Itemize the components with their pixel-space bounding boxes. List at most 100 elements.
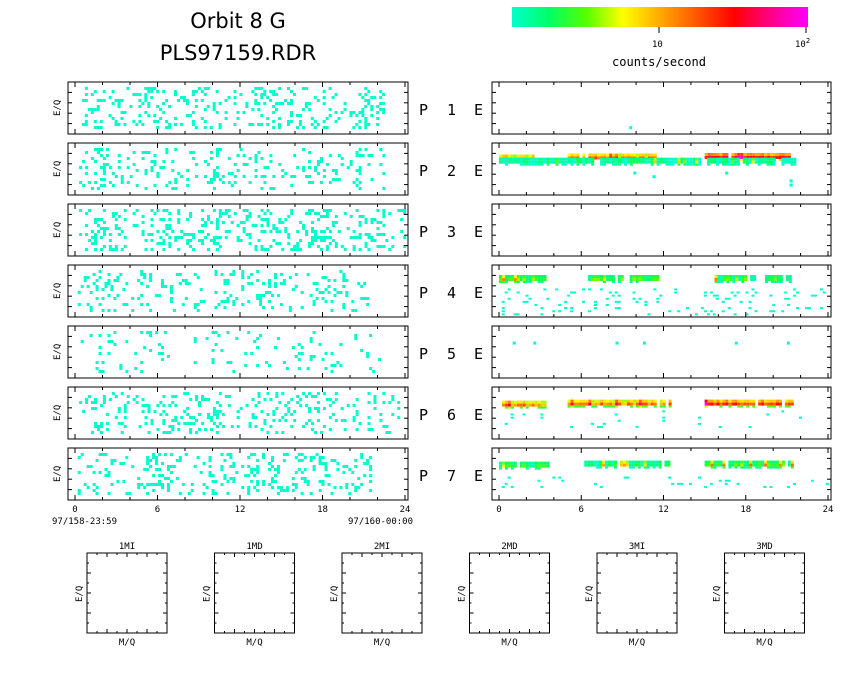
right-x-tick-label: 0 [496, 505, 501, 515]
data-cell [102, 157, 106, 160]
data-cell [270, 465, 274, 468]
data-cell [96, 428, 100, 431]
data-cell [156, 172, 160, 175]
data-cell [379, 163, 383, 166]
data-cell [582, 300, 586, 303]
data-cell [93, 108, 97, 111]
data-cell [132, 163, 136, 166]
panel-number: 5 [447, 345, 456, 363]
data-cell [767, 399, 771, 403]
data-cell [662, 160, 666, 164]
data-cell [758, 402, 762, 406]
data-cell [177, 221, 181, 224]
right-spectrogram-1 [629, 126, 633, 130]
data-cell [152, 474, 156, 477]
data-cell [165, 431, 169, 434]
data-cell [710, 466, 714, 469]
data-cell [744, 275, 748, 278]
data-cell [185, 114, 189, 117]
data-cell [355, 410, 359, 413]
data-cell [787, 297, 791, 300]
data-cell [178, 459, 182, 462]
data-cell [155, 456, 159, 459]
data-cell [156, 120, 160, 123]
data-cell [290, 175, 294, 178]
data-cell [300, 453, 304, 456]
data-cell [680, 157, 684, 161]
data-cell [275, 93, 279, 96]
data-cell [168, 212, 172, 215]
data-cell [582, 402, 586, 406]
data-cell [656, 163, 660, 166]
data-cell [355, 169, 359, 172]
data-cell [370, 236, 374, 239]
data-cell [501, 281, 505, 283]
mass-panel-ylabel: E/Q [458, 586, 468, 602]
data-cell [168, 404, 172, 407]
data-cell [733, 313, 737, 316]
data-cell [680, 160, 684, 164]
data-cell [303, 477, 307, 480]
data-cell [358, 154, 362, 157]
data-cell [250, 453, 254, 456]
data-cell [256, 465, 260, 468]
data-cell [96, 126, 100, 129]
data-cell [360, 483, 364, 486]
data-cell [105, 422, 109, 425]
data-cell [290, 248, 294, 251]
data-cell [126, 157, 130, 160]
data-cell [135, 93, 139, 96]
data-cell [293, 175, 297, 178]
data-cell [349, 114, 353, 117]
data-cell [724, 163, 728, 166]
colorbar-label: counts/second [612, 55, 706, 69]
data-cell [256, 279, 260, 282]
data-cell [704, 460, 708, 464]
data-cell [743, 156, 747, 159]
data-cell [766, 160, 770, 164]
data-cell [644, 405, 648, 408]
data-cell [761, 463, 765, 467]
data-cell [284, 172, 288, 175]
data-cell [334, 120, 338, 123]
data-cell [570, 402, 574, 406]
data-cell [312, 303, 316, 306]
data-cell [144, 422, 148, 425]
data-cell [579, 399, 583, 403]
data-cell [186, 218, 190, 221]
data-cell [537, 163, 541, 166]
data-cell [189, 239, 193, 242]
data-cell [525, 275, 529, 278]
data-cell [212, 407, 216, 410]
data-cell [153, 87, 157, 90]
data-cell [270, 486, 274, 489]
data-cell [180, 416, 184, 419]
data-cell [540, 461, 544, 465]
data-cell [727, 307, 731, 310]
data-cell [775, 402, 779, 406]
data-cell [519, 461, 523, 465]
data-cell [751, 157, 755, 161]
data-cell [126, 395, 130, 398]
data-cell [159, 218, 163, 221]
data-cell [290, 413, 294, 416]
data-cell [146, 468, 150, 471]
data-cell [203, 236, 207, 239]
data-cell [370, 178, 374, 181]
data-cell [316, 218, 320, 221]
data-cell [186, 422, 190, 425]
data-cell [278, 102, 282, 105]
data-cell [632, 402, 636, 406]
data-cell [82, 160, 86, 163]
data-cell [617, 275, 621, 278]
data-cell [779, 281, 783, 283]
data-cell [355, 398, 359, 401]
data-cell [80, 340, 84, 343]
data-cell [299, 239, 303, 242]
data-cell [662, 410, 666, 413]
data-cell [239, 239, 243, 242]
data-cell [156, 105, 160, 108]
data-cell [282, 459, 286, 462]
data-cell [656, 275, 660, 278]
data-cell [192, 416, 196, 419]
